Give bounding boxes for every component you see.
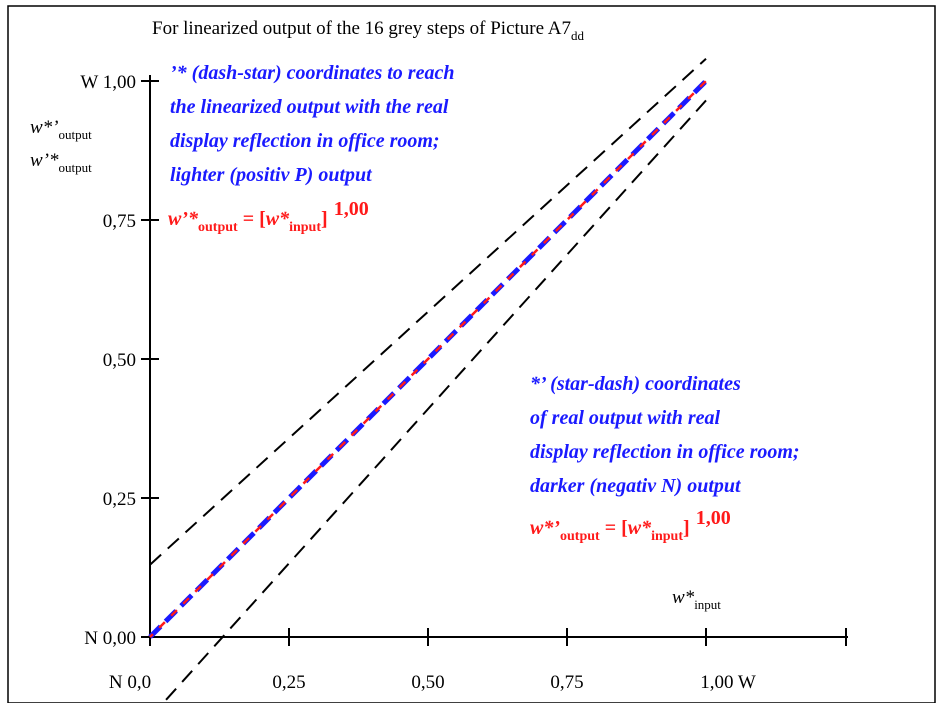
x-tick-label: 0,25 [272,672,305,693]
x-axis-label: w*input [672,587,721,612]
series-line [149,80,707,638]
annotation-upper-line-2: the linearized output with the real [170,96,449,118]
annotation-lower-line-3: display reflection in office room; [530,441,800,463]
y-axis-label-1: w*’output [30,117,92,142]
annotation-lower-formula: w*’output = [w*input] 1,00 [530,507,731,544]
guide-lines [149,58,707,703]
annotation-lower: *’ (star-dash) coordinates of real outpu… [530,373,800,544]
chart-title-subscript: dd [571,28,585,43]
data-series [148,79,708,639]
chart-frame [7,5,936,703]
x-tick-label: 0,75 [550,672,583,693]
y-tick-label: 0,25 [103,489,136,510]
y-tick-label: W 1,00 [80,72,136,93]
guide-line [149,58,707,566]
y-tick-label: 0,75 [103,211,136,232]
chart-title-main: For linearized output of the 16 grey ste… [152,18,571,39]
chart-title: For linearized output of the 16 grey ste… [152,18,584,43]
annotation-lower-line-1: *’ (star-dash) coordinates [530,373,741,395]
y-axis-label-2: w’*output [30,150,92,175]
x-tick-label: N 0,0 [109,672,151,693]
annotation-lower-line-4: darker (negativ N) output [530,475,742,497]
annotation-lower-line-2: of real output with real [530,407,720,429]
annotation-upper: ’* (dash-star) coordinates to reach the … [168,62,454,235]
annotation-upper-line-4: lighter (positiv P) output [170,164,373,186]
axis-ticks: N 0,0 0,25 0,50 0,75 1,00 W N 0,00 0,25 0,50 0,7… [80,72,847,693]
x-tick-label: 0,50 [411,672,444,693]
x-tick-label: 1,00 W [700,672,756,693]
guide-line [161,99,707,703]
annotation-upper-line-3: display reflection in office room; [170,130,440,152]
annotation-upper-formula: w’*output = [w*input] 1,00 [168,198,369,235]
y-tick-label: 0,50 [103,350,136,371]
annotation-upper-line-1: ’* (dash-star) coordinates to reach [170,62,454,84]
y-tick-label: N 0,00 [84,628,136,649]
